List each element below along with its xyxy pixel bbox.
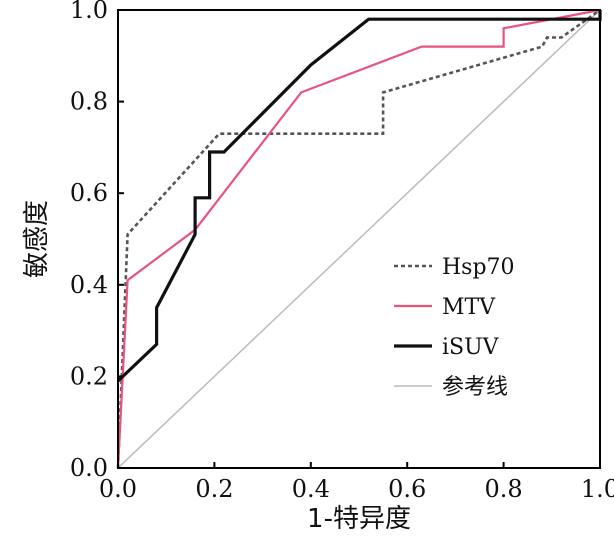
legend-label-hsp70: Hsp70 [442, 255, 515, 280]
y-tick-label-2: 0.4 [70, 271, 108, 299]
y-tick-label-1: 0.2 [70, 362, 108, 390]
x-tick-label-2: 0.4 [292, 475, 330, 503]
plot-frame [117, 9, 601, 469]
x-tick-label-1: 0.2 [195, 475, 233, 503]
y-tick-label-0: 0.0 [70, 454, 108, 482]
legend-label-isuv: iSUV [442, 335, 500, 360]
x-axis-title: 1-特异度 [307, 504, 411, 534]
x-tick-label-4: 0.8 [485, 475, 523, 503]
y-tick-label-5: 1.0 [70, 0, 108, 24]
legend-label-reference: 参考线 [442, 375, 508, 400]
series-line-hsp70 [116, 8, 601, 469]
legend: Hsp70 MTV iSUV 参考线 [394, 255, 515, 400]
y-tick-label-3: 0.6 [70, 179, 108, 207]
ticks-layer: 0.0 0.2 0.4 0.6 0.8 1.0 0.0 0.2 0.4 0.6 0.8 1.0 [70, 0, 614, 503]
legend-label-mtv: MTV [442, 295, 496, 320]
y-tick-label-4: 0.8 [70, 88, 108, 116]
series-layer [116, 8, 602, 469]
series-line-reference [117, 9, 601, 469]
x-tick-label-5: 1.0 [581, 475, 614, 503]
series-line-mtv [116, 8, 601, 469]
x-tick-label-0: 0.0 [99, 475, 137, 503]
series-line-isuv [116, 10, 602, 383]
y-axis-title: 敏感度 [22, 200, 52, 278]
x-tick-label-3: 0.6 [388, 475, 426, 503]
